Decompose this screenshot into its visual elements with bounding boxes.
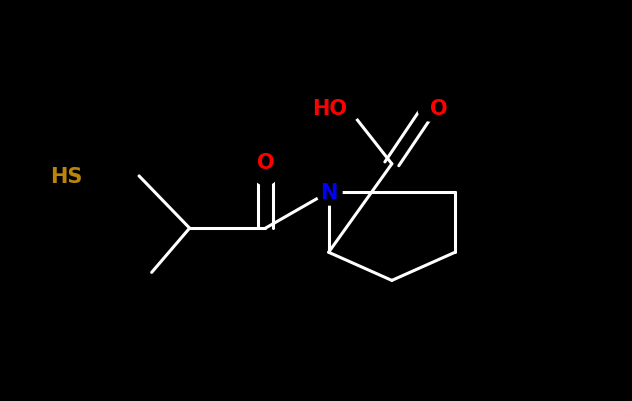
- Text: O: O: [257, 152, 274, 172]
- Text: N: N: [320, 182, 337, 203]
- Text: HO: HO: [313, 98, 348, 118]
- Text: O: O: [430, 98, 447, 118]
- Text: HS: HS: [50, 166, 82, 186]
